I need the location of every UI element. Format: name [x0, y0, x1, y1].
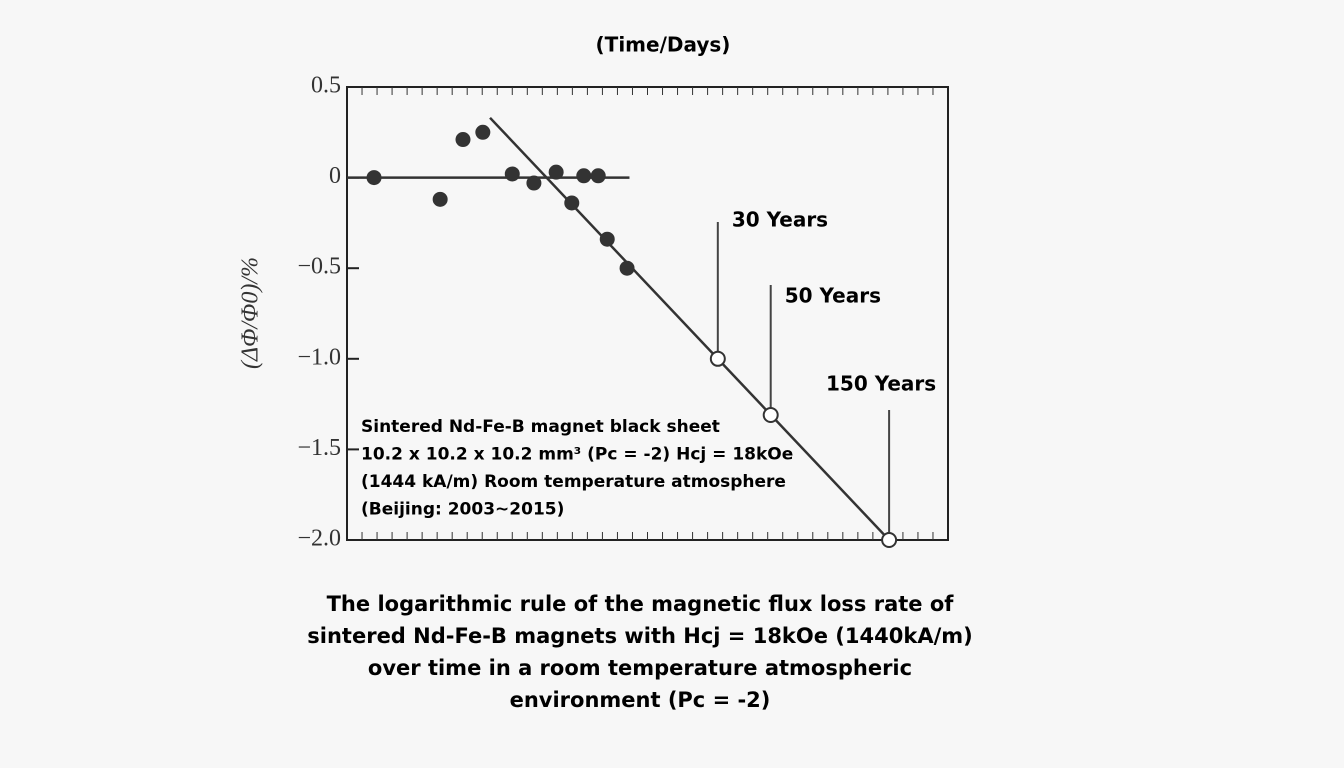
y-axis-label: (ΔΦ/Φ0)/%: [238, 257, 264, 369]
measured-point: [564, 195, 580, 211]
projected-point: [709, 350, 726, 367]
trend-line: [489, 116, 891, 541]
annotation: 30 Years: [732, 208, 828, 232]
measured-point: [590, 168, 606, 184]
projected-point: [881, 532, 898, 548]
y-tick-label: 0: [329, 163, 341, 189]
caption-line: environment (Pc = -2): [510, 688, 771, 712]
measured-point: [504, 166, 520, 182]
caption-line: The logarithmic rule of the magnetic flu…: [327, 592, 955, 616]
y-tick-label: 0.5: [311, 73, 341, 99]
measured-point: [576, 168, 592, 184]
y-tick-label: −2.0: [297, 526, 341, 552]
annotation: 50 Years: [785, 284, 881, 308]
measured-point: [475, 124, 491, 140]
measured-point: [432, 191, 448, 207]
note-line: 10.2 x 10.2 x 10.2 mm³ (Pc = -2) Hcj = 1…: [361, 445, 793, 465]
note-line: Sintered Nd-Fe-B magnet black sheet: [361, 417, 720, 437]
note-line: (1444 kA/m) Room temperature atmosphere: [361, 472, 786, 492]
note-line: (Beijing: 2003~2015): [361, 500, 564, 520]
projected-point: [762, 406, 779, 423]
annotation: 150 Years: [826, 372, 936, 396]
measured-point: [548, 164, 564, 180]
chart-title: (Time/Days): [596, 33, 731, 57]
measured-point: [526, 175, 542, 191]
measured-point: [366, 170, 382, 186]
y-tick-label: −0.5: [297, 254, 341, 280]
measured-point: [619, 260, 635, 276]
y-tick-label: −1.0: [297, 344, 341, 370]
caption-line: sintered Nd-Fe-B magnets with Hcj = 18kO…: [307, 624, 972, 648]
measured-point: [455, 132, 471, 148]
measured-point: [599, 231, 615, 247]
y-tick-label: −1.5: [297, 435, 341, 461]
caption-line: over time in a room temperature atmosphe…: [368, 656, 912, 680]
